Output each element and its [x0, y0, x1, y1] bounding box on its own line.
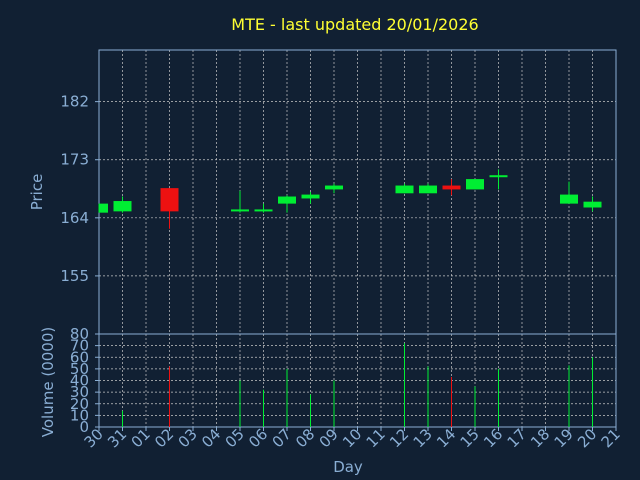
x-tick-label: 08 — [292, 425, 318, 451]
candle-body — [254, 209, 273, 212]
volume-tick-label: 40 — [70, 372, 89, 390]
x-tick-label: 11 — [363, 425, 389, 451]
candle-body — [560, 194, 578, 204]
candle-body — [442, 185, 461, 190]
candle-layer — [98, 169, 602, 229]
candle-body — [160, 188, 179, 212]
x-tick-label: 15 — [457, 425, 483, 451]
volume-axis-label: Volume (0000) — [39, 327, 57, 437]
x-tick-label: 21 — [598, 425, 624, 451]
grid-layer — [98, 50, 617, 428]
x-tick-label: 16 — [480, 425, 506, 451]
price-tick-label: 164 — [60, 209, 89, 227]
x-tick-label: 18 — [527, 425, 553, 451]
x-tick-label: 20 — [574, 425, 600, 451]
candle-body — [419, 185, 437, 194]
candle-body — [99, 203, 108, 213]
candle-body — [278, 196, 296, 204]
volume-tick-label: 70 — [70, 337, 89, 355]
chart-title: MTE - last updated 20/01/2026 — [231, 15, 478, 34]
volume-tick-label: 10 — [70, 406, 89, 424]
candle-body — [113, 201, 132, 212]
volume-tick-label: 0 — [79, 418, 89, 436]
x-tick-label: 14 — [433, 425, 459, 451]
price-axis-label: Price — [28, 174, 46, 211]
x-tick-label: 07 — [269, 425, 295, 451]
x-tick-label: 31 — [104, 425, 130, 451]
x-tick-label: 01 — [128, 425, 154, 451]
price-tick-label: 173 — [60, 151, 89, 169]
x-tick-label: 05 — [222, 425, 248, 451]
x-tick-label: 12 — [386, 425, 412, 451]
volume-tick-label: 50 — [70, 360, 89, 378]
x-tick-label: 04 — [198, 425, 224, 451]
x-tick-label: 17 — [504, 425, 530, 451]
x-tick-label: 02 — [151, 425, 177, 451]
axis-layer: 1551641731820102030405060708030310102030… — [60, 93, 623, 452]
candle-body — [325, 185, 343, 190]
volume-tick-label: 20 — [70, 395, 89, 413]
volume-tick-label: 30 — [70, 383, 89, 401]
candle-body — [583, 201, 602, 208]
volume-layer — [122, 343, 593, 427]
candle-body — [466, 179, 484, 190]
candle-body — [301, 194, 320, 199]
x-tick-label: 09 — [316, 425, 342, 451]
x-tick-label: 19 — [551, 425, 577, 451]
volume-tick-label: 80 — [70, 325, 89, 343]
x-tick-label: 03 — [175, 425, 201, 451]
price-tick-label: 182 — [60, 93, 89, 111]
x-tick-label: 06 — [245, 425, 271, 451]
volume-tick-label: 60 — [70, 348, 89, 366]
x-tick-label: 10 — [339, 425, 365, 451]
x-tick-label: 13 — [410, 425, 436, 451]
x-axis-label: Day — [333, 458, 363, 476]
candle-body — [489, 175, 508, 178]
price-tick-label: 155 — [60, 267, 89, 285]
candle-body — [395, 185, 414, 194]
candle-body — [231, 209, 249, 212]
